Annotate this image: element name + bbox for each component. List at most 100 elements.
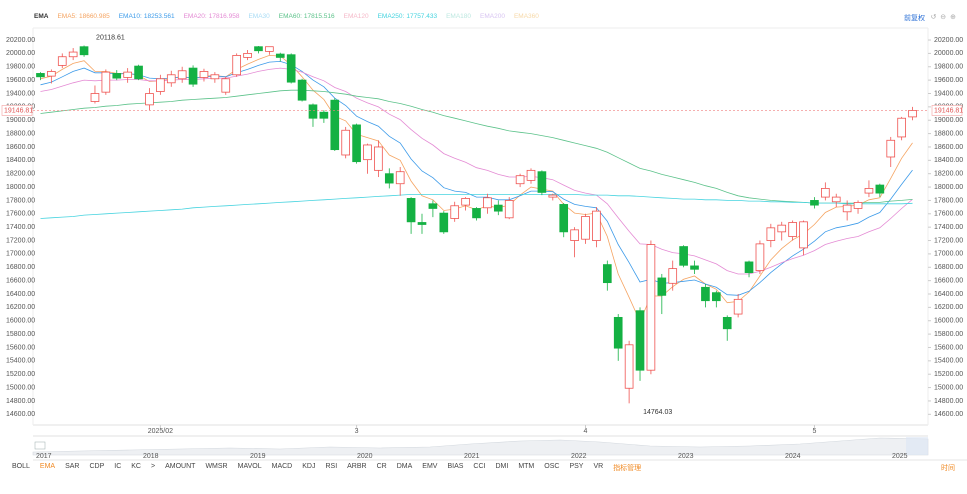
legend-item[interactable]: EMA6017815.516 [279,13,335,20]
navigator-year: 2021 [464,453,480,460]
y-tick-label-left: 17000.00 [6,251,35,258]
indicator-tab[interactable]: IC [114,463,122,470]
candle-body [134,65,143,80]
candle-body [286,54,296,83]
indicator-name[interactable]: EMA [34,13,49,20]
indicator-tab[interactable]: DMA [396,463,413,470]
indicator-tab[interactable]: CCI [473,463,486,470]
candle-body [221,78,231,93]
legend-item-inactive[interactable]: EMA120 [343,13,369,20]
navigator-handle[interactable] [34,441,46,450]
y-tick-label-right: 15400.00 [934,358,963,365]
y-tick-label-right: 16200.00 [934,304,963,311]
indicator-tab[interactable]: BIAS [447,463,464,470]
indicator-tab[interactable]: PSY [569,463,584,470]
navigator-year: 2024 [785,453,801,460]
candle-body [733,298,743,315]
candle-body [101,71,111,93]
candle-body [265,46,274,52]
y-tick-label-right: 18200.00 [934,171,963,178]
y-tick-label-left: 18800.00 [6,130,35,137]
y-tick-label-left: 18000.00 [6,184,35,191]
indicator-tab[interactable]: VR [593,463,604,470]
candle-body [875,184,885,194]
y-tick-label-right: 17200.00 [934,237,963,244]
y-tick-label-left: 20200.00 [6,37,35,44]
y-tick-label-left: 19400.00 [6,90,35,97]
legend-item[interactable]: EMA518660.985 [57,13,109,20]
candle-body [581,216,590,240]
y-tick-label-right: 16800.00 [934,264,963,271]
candle-body [68,51,78,58]
navigator-year: 2019 [250,453,266,460]
indicator-tab[interactable]: EMV [422,463,438,470]
candle-body [417,222,427,225]
y-tick-label-left: 18400.00 [6,157,35,164]
indicator-tab[interactable]: DMI [495,463,509,470]
indicator-tab[interactable]: SAR [65,463,80,470]
indicator-manage[interactable]: 指标管理 [613,465,642,472]
candle-body [788,222,797,237]
y-tick-label-right: 15000.00 [934,384,963,391]
indicator-tab[interactable]: OSC [544,463,560,470]
candle-body [810,200,819,206]
indicator-tab[interactable]: > [151,463,156,470]
toolbar-right-button[interactable]: 时间 [941,465,955,472]
indicator-tab[interactable]: CDP [89,463,105,470]
legend-item-inactive[interactable]: EMA200 [480,13,505,20]
legend-item[interactable]: EMA25017757.433 [378,13,437,20]
indicator-tab[interactable]: EMA [39,463,56,470]
y-tick-label-left: 17800.00 [6,197,35,204]
y-tick-label-left: 15800.00 [6,331,35,338]
indicator-tab[interactable]: KC [131,463,141,470]
zoom-icons[interactable]: ↺ ⊖ ⊕ [930,14,957,21]
indicator-tab[interactable]: RSI [325,463,338,470]
indicator-tab[interactable]: MACD [271,463,293,470]
indicator-tab[interactable]: ARBR [347,463,367,470]
y-tick-label-right: 16600.00 [934,277,963,284]
candle-body [613,316,623,349]
navigator-year: 2022 [571,453,587,460]
indicator-tab[interactable]: MTM [518,463,535,470]
candle-body [461,198,470,206]
y-tick-label-left: 14600.00 [6,411,35,418]
x-tick-label: 4 [584,428,588,435]
legend-name: EMA5 [57,13,77,20]
indicator-tab[interactable]: KDJ [302,463,316,470]
candle-body [592,210,601,241]
candle-body [275,53,285,58]
legend-value: 18253.561 [143,13,175,20]
navigator-window[interactable] [906,437,928,455]
candle-body [821,188,830,198]
legend-item-inactive[interactable]: EMA30 [248,13,270,20]
x-tick-label: 2025/02 [148,428,173,435]
candle-body [352,124,361,163]
price-adjust[interactable]: 前复权 [904,15,925,22]
legend-item[interactable]: EMA1018253.561 [119,13,175,20]
legend-name: EMA10 [119,13,142,20]
indicator-tab[interactable]: BOLL [12,463,30,470]
candle-body [908,110,917,118]
last-price-label: 19146.81 [934,107,963,114]
indicator-tab[interactable]: CR [376,463,387,470]
y-tick-label-right: 17600.00 [934,211,963,218]
indicator-tab[interactable]: MAVOL [237,463,262,470]
y-tick-label-right: 17800.00 [934,197,963,204]
last-price-box [931,105,963,116]
candle-body [679,246,688,266]
x-tick-label: 3 [355,428,359,435]
legend-item-inactive[interactable]: EMA360 [513,13,539,20]
indicator-tab[interactable]: WMSR [205,463,228,470]
y-tick-label-right: 18000.00 [934,184,963,191]
legend-item-inactive[interactable]: EMA180 [446,13,472,20]
legend-item[interactable]: EMA2017816.958 [184,13,240,20]
candle-body [690,265,699,270]
indicator-tab[interactable]: AMOUNT [165,463,196,470]
low-annotation: 14764.03 [643,409,672,416]
y-tick-label-right: 17400.00 [934,224,963,231]
candle-body [646,244,656,371]
candle-body [712,292,721,302]
y-tick-label-right: 14600.00 [934,411,963,418]
candle-body [537,171,547,193]
